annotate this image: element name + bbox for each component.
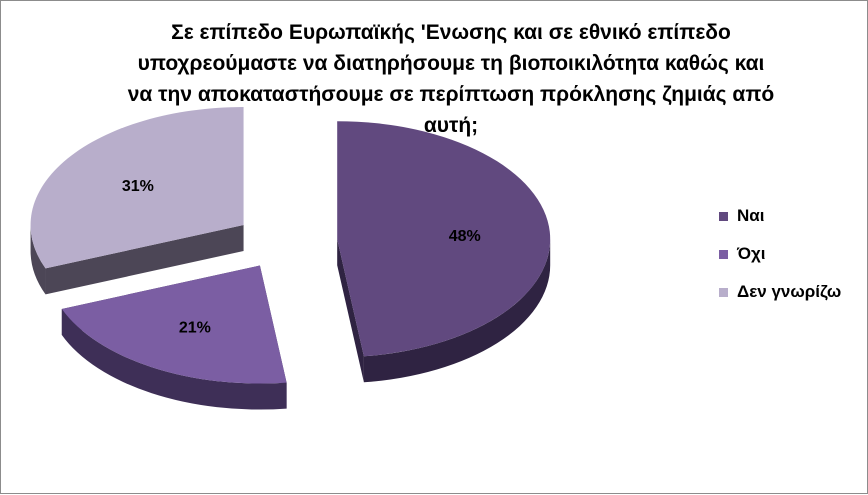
pie-wall-dont-know-0	[45, 224, 244, 295]
pie-wall-yes-1	[337, 239, 364, 383]
legend: Ναι Όχι Δεν γνωρίζω	[719, 197, 841, 311]
legend-label-yes: Ναι	[737, 206, 765, 225]
pie-slice-no	[61, 265, 287, 384]
legend-item-no: Όχι	[719, 235, 841, 273]
data-label-yes: 48%	[449, 228, 481, 245]
legend-swatch-dont-know	[719, 287, 728, 297]
chart-title-line-4: αυτή;	[423, 114, 479, 137]
legend-item-yes: Ναι	[719, 197, 841, 235]
pie-side-dont-know-0	[30, 224, 46, 295]
pie-side-yes-0	[363, 239, 551, 383]
chart-title-line-3: να την αποκαταστήσουμε σε περίπτωση πρόκ…	[127, 83, 775, 106]
legend-label-no: Όχι	[737, 244, 766, 263]
pie-slice-dont-know	[30, 106, 244, 269]
chart-title-line-2: υποχρεούμαστε να διατηρήσουμε τη βιοποικ…	[137, 52, 765, 75]
chart-title: Σε επίπεδο Ευρωπαϊκής 'Ενωσης και σε εθν…	[101, 17, 801, 141]
legend-swatch-yes	[719, 211, 728, 221]
legend-label-dont-know: Δεν γνωρίζω	[737, 282, 842, 301]
data-label-dont-know: 31%	[122, 178, 154, 195]
pie-side-no-0	[61, 308, 287, 410]
legend-item-dont-know: Δεν γνωρίζω	[719, 273, 841, 311]
chart-title-line-1: Σε επίπεδο Ευρωπαϊκής 'Ενωσης και σε εθν…	[171, 21, 731, 44]
legend-swatch-no	[719, 249, 728, 259]
pie-slice-group-dont-know	[30, 106, 244, 295]
data-label-no: 21%	[179, 319, 211, 336]
pie-slice-group-no	[61, 265, 287, 410]
pie-slice-yes	[337, 121, 551, 357]
pie-slice-group-yes	[337, 121, 551, 383]
